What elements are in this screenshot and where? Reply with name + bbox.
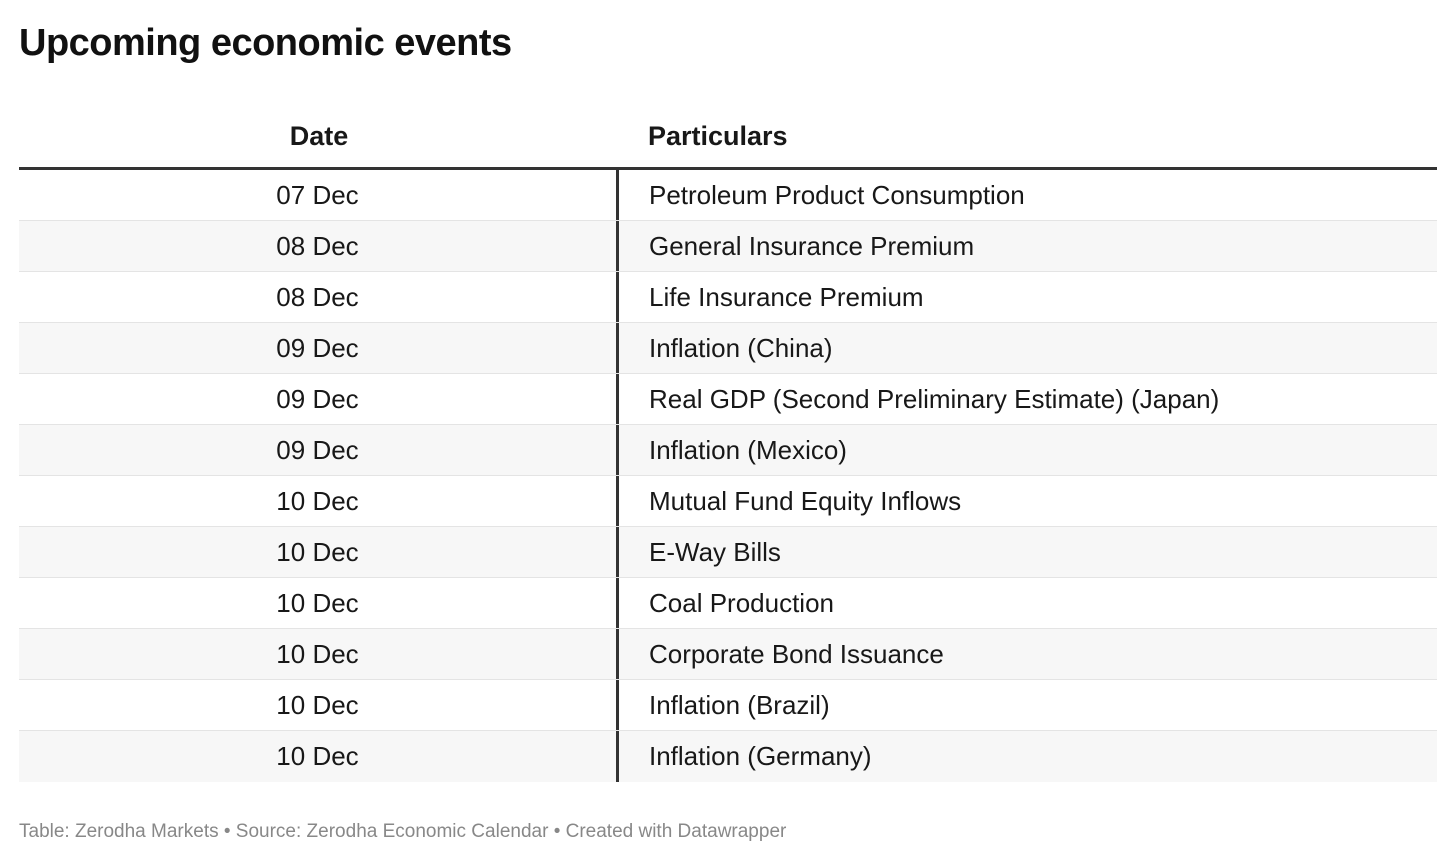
cell-particulars: E-Way Bills xyxy=(649,537,781,567)
table-row: 10 Dec Corporate Bond Issuance xyxy=(19,629,1437,680)
table-body: 07 Dec Petroleum Product Consumption 08 De… xyxy=(19,170,1437,782)
events-table: Date Particulars 07 Dec Petroleum Product… xyxy=(19,108,1437,782)
cell-particulars: Inflation (Mexico) xyxy=(649,435,847,465)
cell-date: 10 Dec xyxy=(19,527,619,577)
table-row: 10 Dec Inflation (Brazil) xyxy=(19,680,1437,731)
cell-particulars: Real GDP (Second Preliminary Estimate) (… xyxy=(649,384,1220,414)
cell-particulars: Inflation (Brazil) xyxy=(649,690,830,720)
table-row: 07 Dec Petroleum Product Consumption xyxy=(19,170,1437,221)
cell-date: 09 Dec xyxy=(19,323,619,373)
source-footer: Table: Zerodha Markets • Source: Zerodha… xyxy=(19,821,787,842)
cell-date: 10 Dec xyxy=(19,578,619,628)
table-row: 09 Dec Inflation (Mexico) xyxy=(19,425,1437,476)
table-row: 09 Dec Inflation (China) xyxy=(19,323,1437,374)
cell-particulars: Petroleum Product Consumption xyxy=(649,180,1025,210)
table-row: 10 Dec Coal Production xyxy=(19,578,1437,629)
chart-title: Upcoming economic events xyxy=(19,22,512,64)
table-row: 10 Dec Inflation (Germany) xyxy=(19,731,1437,782)
cell-date: 09 Dec xyxy=(19,425,619,475)
cell-particulars: Mutual Fund Equity Inflows xyxy=(649,486,962,516)
cell-date: 08 Dec xyxy=(19,272,619,322)
cell-particulars: Coal Production xyxy=(649,588,834,618)
cell-particulars: Corporate Bond Issuance xyxy=(649,639,944,669)
column-header-date: Date xyxy=(289,121,349,151)
table-row: 10 Dec E-Way Bills xyxy=(19,527,1437,578)
cell-date: 10 Dec xyxy=(19,731,619,782)
cell-particulars: Life Insurance Premium xyxy=(649,282,924,312)
cell-date: 10 Dec xyxy=(19,476,619,526)
cell-date: 10 Dec xyxy=(19,629,619,679)
cell-particulars: General Insurance Premium xyxy=(649,231,975,261)
cell-date: 07 Dec xyxy=(19,170,619,220)
table-header: Date Particulars xyxy=(19,108,1437,170)
table-row: 10 Dec Mutual Fund Equity Inflows xyxy=(19,476,1437,527)
cell-particulars: Inflation (Germany) xyxy=(649,741,872,771)
cell-particulars: Inflation (China) xyxy=(649,333,833,363)
table-row: 09 Dec Real GDP (Second Preliminary Estim… xyxy=(19,374,1437,425)
column-header-particulars: Particulars xyxy=(648,121,788,151)
table-row: 08 Dec General Insurance Premium xyxy=(19,221,1437,272)
cell-date: 10 Dec xyxy=(19,680,619,730)
table-row: 08 Dec Life Insurance Premium xyxy=(19,272,1437,323)
cell-date: 09 Dec xyxy=(19,374,619,424)
cell-date: 08 Dec xyxy=(19,221,619,271)
